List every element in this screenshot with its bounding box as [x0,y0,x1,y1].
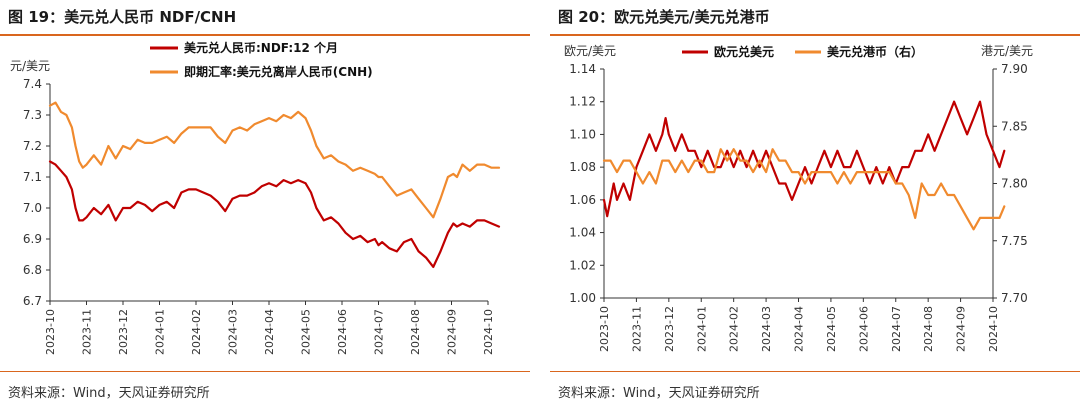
fig19-ytick-label: 6.8 [23,263,42,277]
fig19-xtick-label: 2024-02 [190,309,203,355]
fig20-xtick-label: 2023-11 [630,306,643,352]
fig20-ytick-label: 1.04 [569,226,596,240]
figure-20-bottom-rule [550,371,1080,372]
fig20-xtick-label: 2024-08 [922,306,935,352]
fig20-y2tick-label: 7.90 [1001,62,1028,76]
fig19-xtick-label: 2024-10 [482,309,495,355]
figure-19-title: 图 19：美元兑人民币 NDF/CNH [8,8,237,26]
figure-19-bottom-rule [0,371,530,372]
fig19-xtick-label: 2024-09 [446,309,459,355]
fig20-ytick-label: 1.02 [569,258,596,272]
fig20-xtick-label: 2024-06 [857,306,870,352]
fig20-xtick-label: 2024-05 [825,306,838,352]
fig20-legend-label-2: 美元兑港币（右） [827,44,923,59]
fig19-xtick-label: 2024-04 [263,309,276,355]
fig20-xtick-label: 2024-07 [890,306,903,352]
fig19-xtick-label: 2024-05 [300,309,313,355]
fig20-ytick-label: 1.12 [569,95,596,109]
fig20-ytick-label: 1.00 [569,291,596,305]
fig20-series-line-1 [602,100,1006,218]
fig20-xtick-label: 2023-10 [598,306,611,352]
figure-19-panel: 图 19：美元兑人民币 NDF/CNH 元/美元 7.4 7.3 7.2 7.1 7.0 6… [0,0,530,420]
fig20-y2tick-label: 7.85 [1001,119,1028,133]
figure-20-panel: 图 20：欧元兑美元/美元兑港币 欧元/美元 港元/美元 1.14 1.12 1.10 1… [550,0,1080,420]
fig19-xtick-label: 2023-12 [117,309,130,355]
fig20-ytick-label: 1.14 [569,62,596,76]
figure-20-chart: 欧元/美元 港元/美元 1.14 1.12 1.10 1.08 1.06 1.04 1.02 1.… [564,44,1033,352]
fig19-ytick-label: 7.3 [23,108,42,122]
fig19-xtick-label: 2024-06 [336,309,349,355]
fig19-ytick-label: 7.0 [23,201,42,215]
fig19-ytick-label: 6.7 [23,294,42,308]
fig19-ytick-label: 7.4 [23,77,42,91]
fig19-ylabel: 元/美元 [10,59,50,73]
fig19-xtick-label: 2023-10 [44,309,57,355]
fig20-ytick-label: 1.08 [569,160,596,174]
fig20-ytick-label: 1.06 [569,193,596,207]
fig19-legend-label-1: 美元兑人民币:NDF:12 个月 [184,40,338,55]
fig20-ytick-label: 1.10 [569,127,596,141]
fig19-legend-label-2: 即期汇率:美元兑离岸人民币(CNH) [184,64,373,79]
fig20-xtick-label: 2024-09 [955,306,968,352]
fig19-xtick-label: 2024-08 [409,309,422,355]
fig20-y2label: 港元/美元 [981,44,1033,58]
fig19-xtick-label: 2023-11 [81,309,94,355]
figure-20-title: 图 20：欧元兑美元/美元兑港币 [558,8,770,26]
fig19-ytick-label: 7.1 [23,170,42,184]
fig20-xtick-label: 2024-01 [695,306,708,352]
figure-19-top-rule [0,34,530,36]
fig20-series-line-2 [602,148,1006,231]
fig19-ytick-label: 7.2 [23,139,42,153]
fig20-ylabel: 欧元/美元 [564,44,616,58]
figure-20-top-rule [550,34,1080,36]
figure-20-source: 资料来源：Wind，天风证券研究所 [558,386,760,401]
fig19-series-line-1 [48,160,501,268]
figure-19-source: 资料来源：Wind，天风证券研究所 [8,386,210,401]
fig20-legend-label-1: 欧元兑美元 [714,44,774,59]
fig19-series-line-2 [48,101,501,219]
fig20-xtick-label: 2024-04 [793,306,806,352]
fig20-xtick-label: 2024-03 [760,306,773,352]
fig19-xtick-label: 2024-01 [154,309,167,355]
fig20-y2tick-label: 7.80 [1001,177,1028,191]
fig20-y2tick-label: 7.70 [1001,291,1028,305]
fig20-xtick-label: 2023-12 [663,306,676,352]
fig20-xtick-label: 2024-10 [987,306,1000,352]
fig20-xtick-label: 2024-02 [728,306,741,352]
fig20-y2tick-label: 7.75 [1001,234,1028,248]
fig19-xtick-label: 2024-07 [373,309,386,355]
fig19-ytick-label: 6.9 [23,232,42,246]
fig19-xtick-label: 2024-03 [227,309,240,355]
